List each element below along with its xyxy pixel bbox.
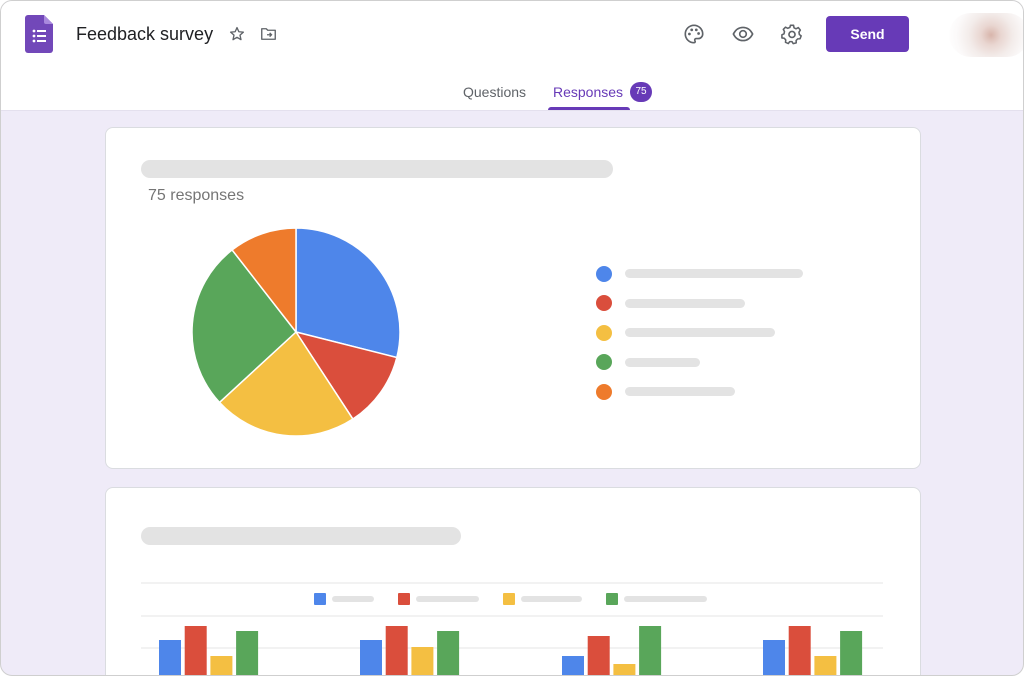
pie-slice (191, 248, 298, 404)
tab-responses[interactable]: Responses (553, 84, 624, 100)
legend-dot-blue (596, 266, 612, 282)
pie-slice (231, 227, 297, 335)
legend-dot-green (596, 354, 612, 370)
bar-legend-blue (314, 593, 326, 605)
legend-dot-red (596, 295, 612, 311)
tab-questions[interactable]: Questions (463, 84, 527, 100)
bar (814, 656, 837, 675)
pie-slice (295, 227, 401, 359)
bar (562, 656, 584, 675)
summary-card: 75 responses (105, 127, 921, 469)
bar (159, 640, 181, 675)
bar (385, 626, 408, 675)
responses-count-badge: 75 (630, 82, 652, 102)
palette-icon[interactable] (683, 23, 705, 45)
pie-slice (294, 330, 398, 421)
legend-label-placeholder (625, 328, 775, 337)
bar (763, 640, 785, 675)
legend-label-placeholder (625, 269, 803, 278)
legend-label-placeholder (625, 358, 700, 367)
bar-chart (141, 582, 883, 675)
bar (613, 664, 636, 675)
bar (639, 626, 662, 675)
avatar[interactable] (949, 13, 1023, 57)
gear-icon[interactable] (781, 23, 803, 45)
bar (236, 631, 259, 675)
legend-dot-orange (596, 384, 612, 400)
bar-legend-red (398, 593, 410, 605)
bar-legend-label-placeholder (624, 596, 707, 602)
form-title[interactable]: Feedback survey (76, 24, 214, 44)
pie-chart (191, 227, 401, 437)
bar (184, 626, 207, 675)
send-button[interactable]: Send (826, 16, 909, 52)
bar-legend-green (606, 593, 618, 605)
bar-legend-label-placeholder (521, 596, 582, 602)
bar-legend-label-placeholder (416, 596, 479, 602)
google-forms-icon[interactable] (25, 15, 53, 53)
move-to-folder-icon[interactable] (259, 25, 278, 43)
bar-legend-label-placeholder (332, 596, 374, 602)
eye-icon[interactable] (731, 23, 755, 45)
bar (360, 640, 382, 675)
bar (437, 631, 460, 675)
legend-label-placeholder (625, 299, 745, 308)
question-title-placeholder (141, 160, 613, 178)
question-title-placeholder (141, 527, 461, 545)
pie-slice (218, 330, 354, 437)
legend-label-placeholder (625, 387, 735, 396)
bar (210, 656, 233, 675)
bar (587, 636, 610, 675)
bar-chart-card (105, 487, 921, 675)
active-tab-indicator (548, 107, 630, 110)
legend-dot-yellow (596, 325, 612, 341)
bar (411, 647, 434, 675)
header-bar: Feedback survey Send (1, 1, 1023, 111)
star-icon[interactable] (228, 25, 246, 43)
response-count: 75 responses (148, 187, 245, 204)
bar-legend-yellow (503, 593, 515, 605)
bar (788, 626, 811, 675)
bar (840, 631, 863, 675)
